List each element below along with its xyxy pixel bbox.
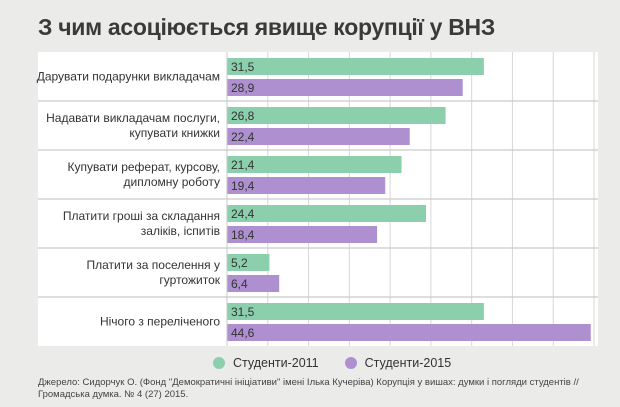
bar-2015 bbox=[227, 79, 463, 96]
chart-title: З чим асоціюється явище корупції у ВНЗ bbox=[38, 14, 495, 40]
category-label: Дарувати подарунки викладачам bbox=[37, 70, 220, 84]
bar-chart: Дарувати подарунки викладачам 31,5 28,9 Над… bbox=[37, 52, 598, 346]
legend-swatch-2011 bbox=[213, 357, 225, 369]
bar-2015 bbox=[227, 324, 591, 341]
bar-2015 bbox=[227, 128, 410, 145]
bar-2011 bbox=[227, 58, 484, 75]
legend-label-2011: Студенти-2011 bbox=[233, 356, 319, 370]
bar-2011 bbox=[227, 254, 270, 271]
data-label: 26,8 bbox=[231, 109, 255, 123]
data-label: 22,4 bbox=[231, 130, 255, 144]
legend-label-2015: Студенти-2015 bbox=[364, 356, 452, 370]
source-note: Джерело: Сидорчук О. (Фонд "Демократичні… bbox=[38, 377, 579, 400]
data-label: 18,4 bbox=[231, 228, 255, 242]
bar-2015 bbox=[227, 177, 386, 194]
legend: Студенти-2011 Студенти-2015 bbox=[213, 356, 451, 370]
legend-swatch-2015 bbox=[344, 357, 357, 369]
bar-2011 bbox=[227, 205, 426, 222]
data-label: 31,5 bbox=[231, 60, 255, 74]
category-label: Купувати реферат, курсову, дипломну робот… bbox=[68, 160, 220, 189]
data-label: 24,4 bbox=[231, 207, 255, 221]
data-label: 31,5 bbox=[231, 305, 255, 319]
bar-2015 bbox=[227, 275, 280, 292]
data-label: 6,4 bbox=[231, 277, 248, 291]
data-label: 28,9 bbox=[231, 81, 255, 95]
category-label: Нічого з переліченого bbox=[100, 315, 220, 329]
bar-2011 bbox=[227, 107, 446, 124]
category-label: Платити за поселення у гуртожиток bbox=[87, 258, 221, 287]
bar-2011 bbox=[227, 303, 484, 320]
legend-item-2015: Студенти-2015 bbox=[344, 356, 452, 370]
data-label: 21,4 bbox=[231, 158, 255, 172]
legend-item-2011: Студенти-2011 bbox=[213, 356, 319, 370]
category-label: Надавати викладачам послуги, купувати кни… bbox=[46, 111, 220, 140]
category-label: Платити гроші за складання заліків, іспит… bbox=[63, 209, 220, 238]
data-label: 19,4 bbox=[231, 179, 255, 193]
data-label: 5,2 bbox=[231, 256, 248, 270]
data-label: 44,6 bbox=[231, 326, 255, 340]
bar-2011 bbox=[227, 156, 402, 173]
bar-2015 bbox=[227, 226, 378, 243]
